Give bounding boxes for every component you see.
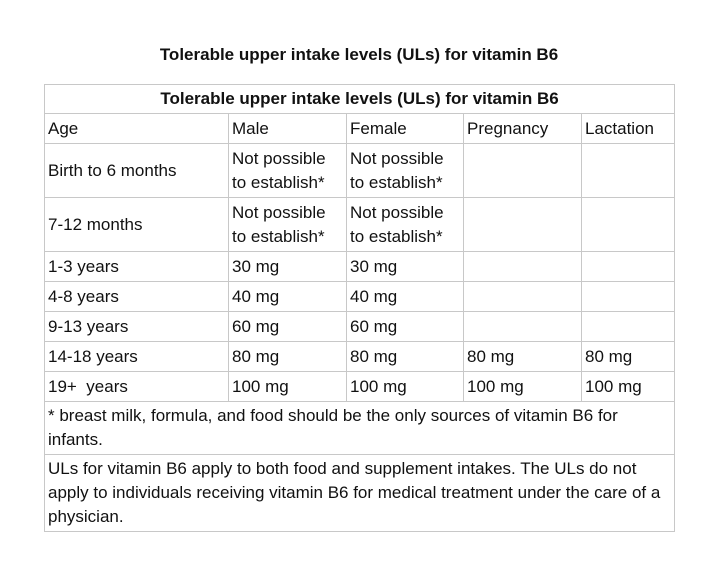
- data-row: 1-3 years 30 mg 30 mg: [44, 251, 676, 282]
- column-header: Female: [346, 113, 464, 144]
- data-row: 7-12 months Not possible to establish* Not…: [44, 197, 676, 252]
- table-body: Tolerable upper intake levels (ULs) for …: [43, 84, 676, 532]
- cell: 9-13 years: [44, 311, 229, 342]
- note-row: * breast milk, formula, and food should …: [43, 401, 676, 455]
- cell: 19+ years: [44, 371, 229, 402]
- cell: [463, 281, 582, 312]
- header-row: Age Male Female Pregnancy Lactation: [44, 113, 676, 144]
- cell: Birth to 6 months: [44, 143, 229, 198]
- cell: [463, 251, 582, 282]
- cell: 14-18 years: [44, 341, 229, 372]
- cell: [463, 311, 582, 342]
- cell: 40 mg: [228, 281, 347, 312]
- cell: Not possible to establish*: [346, 197, 464, 252]
- cell: 80 mg: [228, 341, 347, 372]
- cell: [580, 251, 676, 282]
- caption-row: Tolerable upper intake levels (ULs) for …: [43, 84, 676, 114]
- cell: [580, 143, 676, 198]
- cell: Not possible to establish*: [228, 143, 347, 198]
- cell: Not possible to establish*: [346, 143, 464, 198]
- cell: 100 mg: [346, 371, 464, 402]
- note-row: ULs for vitamin B6 apply to both food an…: [43, 454, 676, 532]
- cell: [580, 281, 676, 312]
- data-row: 4-8 years 40 mg 40 mg: [44, 281, 676, 312]
- cell: 7-12 months: [44, 197, 229, 252]
- cell: 60 mg: [228, 311, 347, 342]
- data-row: 14-18 years 80 mg 80 mg 80 mg 80 mg: [44, 341, 676, 372]
- table-caption: Tolerable upper intake levels (ULs) for …: [43, 84, 676, 114]
- note: * breast milk, formula, and food should …: [43, 401, 676, 455]
- cell: [463, 197, 582, 252]
- cell: 30 mg: [346, 251, 464, 282]
- cell: 80 mg: [463, 341, 582, 372]
- ul-table: Tolerable upper intake levels (ULs) for …: [43, 84, 676, 532]
- cell: [463, 143, 582, 198]
- cell: 60 mg: [346, 311, 464, 342]
- cell: 30 mg: [228, 251, 347, 282]
- cell: 80 mg: [580, 341, 676, 372]
- cell: [580, 197, 676, 252]
- data-row: Birth to 6 months Not possible to establi…: [44, 143, 676, 198]
- cell: Not possible to establish*: [228, 197, 347, 252]
- note: ULs for vitamin B6 apply to both food an…: [43, 454, 676, 532]
- cell: 100 mg: [228, 371, 347, 402]
- data-row: 19+ years 100 mg 100 mg 100 mg 100 mg: [44, 371, 676, 402]
- column-header: Male: [228, 113, 347, 144]
- cell: 40 mg: [346, 281, 464, 312]
- page-title: Tolerable upper intake levels (ULs) for …: [159, 45, 559, 64]
- column-header: Pregnancy: [463, 113, 582, 144]
- cell: 100 mg: [580, 371, 676, 402]
- data-row: 9-13 years 60 mg 60 mg: [44, 311, 676, 342]
- cell: [580, 311, 676, 342]
- cell: 80 mg: [346, 341, 464, 372]
- column-header: Lactation: [580, 113, 676, 144]
- cell: 4-8 years: [44, 281, 229, 312]
- cell: 1-3 years: [44, 251, 229, 282]
- cell: 100 mg: [463, 371, 582, 402]
- column-header: Age: [44, 113, 229, 144]
